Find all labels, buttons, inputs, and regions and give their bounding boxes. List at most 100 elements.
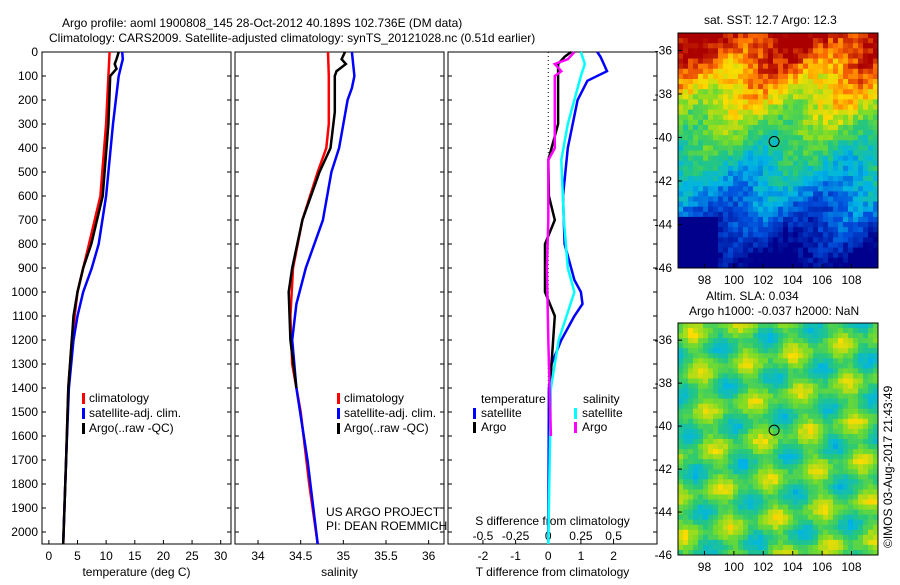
map-cell xyxy=(863,257,869,264)
map-cell xyxy=(813,418,819,425)
map-cell xyxy=(828,474,834,480)
map-cell xyxy=(733,38,739,44)
map-cell xyxy=(793,333,799,339)
map-cell xyxy=(798,388,804,395)
map-cell xyxy=(868,338,874,344)
map-cell xyxy=(773,549,779,556)
map-top-title: sat. SST: 12.7 Argo: 12.3 xyxy=(704,13,837,27)
map-cell xyxy=(828,323,834,329)
map-cell xyxy=(838,63,844,70)
map-cell xyxy=(708,252,714,259)
map-cell xyxy=(678,43,684,49)
map-cell xyxy=(863,252,869,259)
map-cell xyxy=(713,348,719,354)
map-cell xyxy=(818,104,824,111)
map-cell xyxy=(708,338,714,344)
map-cell xyxy=(703,469,709,475)
map-cell xyxy=(683,368,689,374)
map-cell xyxy=(863,109,869,116)
map-cell xyxy=(838,338,844,344)
map-cell xyxy=(758,408,764,415)
map-cell xyxy=(823,124,829,131)
lon-tick-label: 102 xyxy=(753,560,773,574)
map-cell xyxy=(778,408,784,415)
map-cell xyxy=(833,544,839,551)
map-cell xyxy=(798,469,804,475)
map-cell xyxy=(678,145,684,151)
map-cell xyxy=(848,383,854,390)
map-cell xyxy=(863,393,869,400)
map-cell xyxy=(803,160,809,167)
map-cell xyxy=(788,176,794,182)
map-cell xyxy=(698,78,704,85)
map-cell xyxy=(753,428,759,435)
map-cell xyxy=(808,99,814,106)
map-cell xyxy=(738,84,744,90)
map-cell xyxy=(838,524,844,531)
map-cell xyxy=(753,124,759,131)
map-cell xyxy=(763,413,769,420)
map-cell xyxy=(698,186,704,192)
map-cell xyxy=(858,459,864,465)
map-cell xyxy=(728,433,734,440)
map-cell xyxy=(833,519,839,526)
map-cell xyxy=(843,191,849,197)
map-cell xyxy=(788,155,794,162)
map-cell xyxy=(708,33,714,39)
map-cell xyxy=(833,368,839,374)
map-cell xyxy=(713,444,719,450)
map-cell xyxy=(743,509,749,516)
map-cell xyxy=(743,216,749,223)
map-cell xyxy=(803,519,809,526)
map-cell xyxy=(738,338,744,344)
map-cell xyxy=(718,524,724,531)
map-cell xyxy=(773,423,779,430)
map-cell xyxy=(833,155,839,162)
map-cell xyxy=(863,358,869,364)
map-cell xyxy=(728,368,734,374)
map-cell xyxy=(683,68,689,75)
map-cell xyxy=(748,119,754,126)
map-cell xyxy=(803,353,809,359)
map-cell xyxy=(818,33,824,39)
map-cell xyxy=(753,489,759,495)
map-cell xyxy=(828,165,834,172)
map-cell xyxy=(768,333,774,339)
map-cell xyxy=(858,186,864,192)
map-cell xyxy=(763,529,769,536)
map-cell xyxy=(693,222,699,228)
map-cell xyxy=(813,353,819,359)
map-cell xyxy=(773,343,779,349)
map-cell xyxy=(758,489,764,495)
map-cell xyxy=(723,84,729,90)
map-cell xyxy=(778,333,784,339)
map-cell xyxy=(793,358,799,364)
map-cell xyxy=(868,150,874,157)
map-cell xyxy=(863,216,869,223)
map-cell xyxy=(868,343,874,349)
map-cell xyxy=(863,140,869,146)
map-cell xyxy=(868,130,874,136)
map-cell xyxy=(783,328,789,334)
map-cell xyxy=(853,140,859,146)
map-cell xyxy=(713,196,719,203)
map-cell xyxy=(693,499,699,506)
map-cell xyxy=(678,544,684,551)
map-cell xyxy=(833,140,839,146)
map-cell xyxy=(743,99,749,106)
map-cell xyxy=(678,247,684,254)
map-cell xyxy=(803,328,809,334)
map-cell xyxy=(758,48,764,54)
map-cell xyxy=(818,444,824,450)
map-cell xyxy=(873,48,879,54)
map-cell xyxy=(763,388,769,395)
map-cell xyxy=(768,323,774,329)
map-cell xyxy=(813,119,819,126)
map-cell xyxy=(703,140,709,146)
map-cell xyxy=(803,529,809,536)
map-cell xyxy=(873,403,879,410)
map-cell xyxy=(728,237,734,243)
map-cell xyxy=(698,237,704,243)
map-cell xyxy=(788,539,794,546)
map-cell xyxy=(678,549,684,556)
